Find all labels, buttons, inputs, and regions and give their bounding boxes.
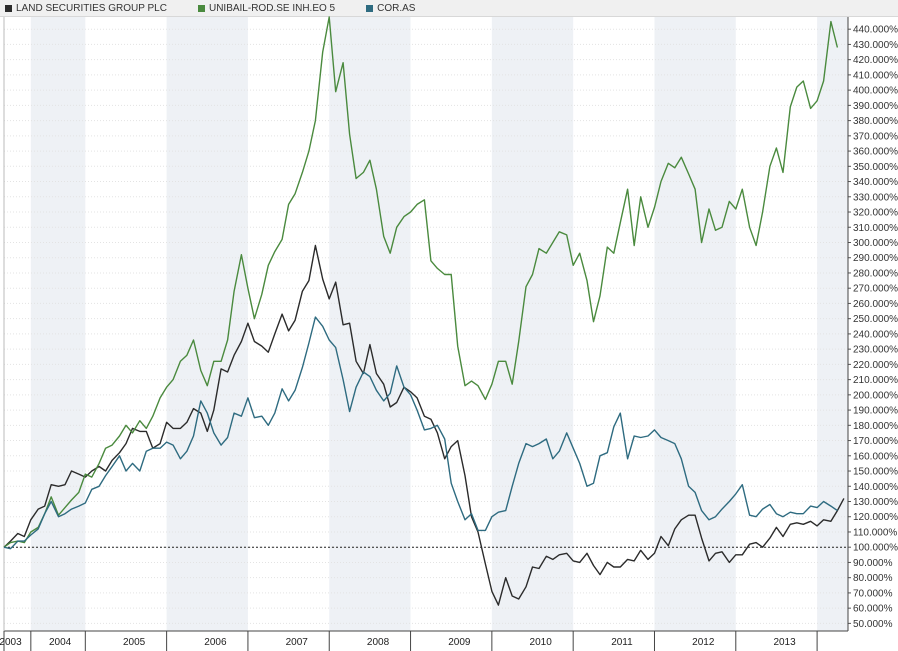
y-tick-label: 190.000% <box>853 406 898 417</box>
y-tick-label: 290.000% <box>853 253 898 264</box>
y-tick-label: 440.000% <box>853 25 898 36</box>
x-tick-label: 2007 <box>286 637 309 648</box>
y-tick-label: 350.000% <box>853 162 898 173</box>
y-tick-label: 170.000% <box>853 436 898 447</box>
y-tick-label: 60.000% <box>853 604 893 615</box>
legend-label: UNIBAIL-ROD.SE INH.EO 5 <box>208 2 336 14</box>
y-tick-label: 120.000% <box>853 512 898 523</box>
x-tick-label: 2005 <box>123 637 146 648</box>
legend-swatch <box>5 4 12 12</box>
legend-item-unibail[interactable]: UNIBAIL-ROD.SE INH.EO 5 <box>197 2 336 14</box>
shaded-band <box>491 17 574 631</box>
y-tick-label: 70.000% <box>853 588 893 599</box>
y-tick-label: 200.000% <box>853 390 898 401</box>
shaded-band <box>30 17 86 631</box>
shaded-band <box>654 17 736 631</box>
x-tick-label: 2013 <box>773 637 796 648</box>
series-line <box>3 16 839 548</box>
y-tick-label: 250.000% <box>853 314 898 325</box>
x-tick-label: 2011 <box>611 637 633 648</box>
y-tick-label: 380.000% <box>853 116 898 127</box>
x-tick-label: 2003 <box>0 637 22 648</box>
y-tick-label: 130.000% <box>853 497 898 508</box>
y-tick-label: 310.000% <box>853 223 898 234</box>
y-tick-label: 50.000% <box>853 619 893 630</box>
legend-label: LAND SECURITIES GROUP PLC <box>16 2 167 14</box>
y-tick-label: 110.000% <box>853 527 897 538</box>
y-tick-label: 360.000% <box>853 147 898 158</box>
y-tick-label: 80.000% <box>853 573 893 584</box>
x-tick-label: 2006 <box>204 637 227 648</box>
y-tick-label: 430.000% <box>853 40 898 51</box>
y-tick-label: 160.000% <box>853 451 898 462</box>
y-tick-label: 410.000% <box>853 70 898 81</box>
shaded-band <box>817 17 848 631</box>
y-tick-label: 320.000% <box>853 208 898 219</box>
x-tick-label: 2012 <box>692 637 715 648</box>
y-tick-label: 270.000% <box>853 284 898 295</box>
y-tick-label: 330.000% <box>853 192 898 203</box>
y-tick-label: 100.000% <box>853 543 898 554</box>
legend-item-cor-as[interactable]: COR.AS <box>366 3 415 14</box>
x-tick-label: 2010 <box>530 637 553 648</box>
shaded-band <box>166 17 248 631</box>
y-tick-label: 220.000% <box>853 360 898 371</box>
legend-item-land-securities[interactable]: LAND SECURITIES GROUP PLC <box>5 3 167 14</box>
legend-swatch <box>197 4 205 12</box>
y-tick-label: 150.000% <box>853 467 898 478</box>
shaded-band <box>329 17 411 631</box>
x-tick-label: 2009 <box>448 637 471 648</box>
legend-label: COR.AS <box>377 2 416 14</box>
y-tick-label: 420.000% <box>853 55 898 66</box>
y-tick-label: 230.000% <box>853 345 898 356</box>
y-tick-label: 280.000% <box>853 268 898 279</box>
y-tick-label: 370.000% <box>853 131 898 142</box>
legend-swatch <box>366 4 374 12</box>
chart-legend: LAND SECURITIES GROUP PLC UNIBAIL-ROD.SE… <box>0 0 898 17</box>
y-tick-label: 90.000% <box>853 558 893 569</box>
y-tick-label: 400.000% <box>853 86 898 97</box>
series-line <box>3 316 838 550</box>
y-tick-label: 260.000% <box>853 299 898 310</box>
y-tick-label: 340.000% <box>853 177 898 188</box>
y-tick-label: 240.000% <box>853 329 898 340</box>
y-tick-label: 140.000% <box>853 482 898 493</box>
x-tick-label: 2008 <box>367 637 390 648</box>
y-tick-label: 210.000% <box>853 375 898 386</box>
series-line <box>3 244 845 606</box>
y-tick-label: 300.000% <box>853 238 898 249</box>
y-tick-label: 180.000% <box>853 421 898 432</box>
y-tick-label: 390.000% <box>853 101 898 112</box>
x-tick-label: 2004 <box>49 637 72 648</box>
